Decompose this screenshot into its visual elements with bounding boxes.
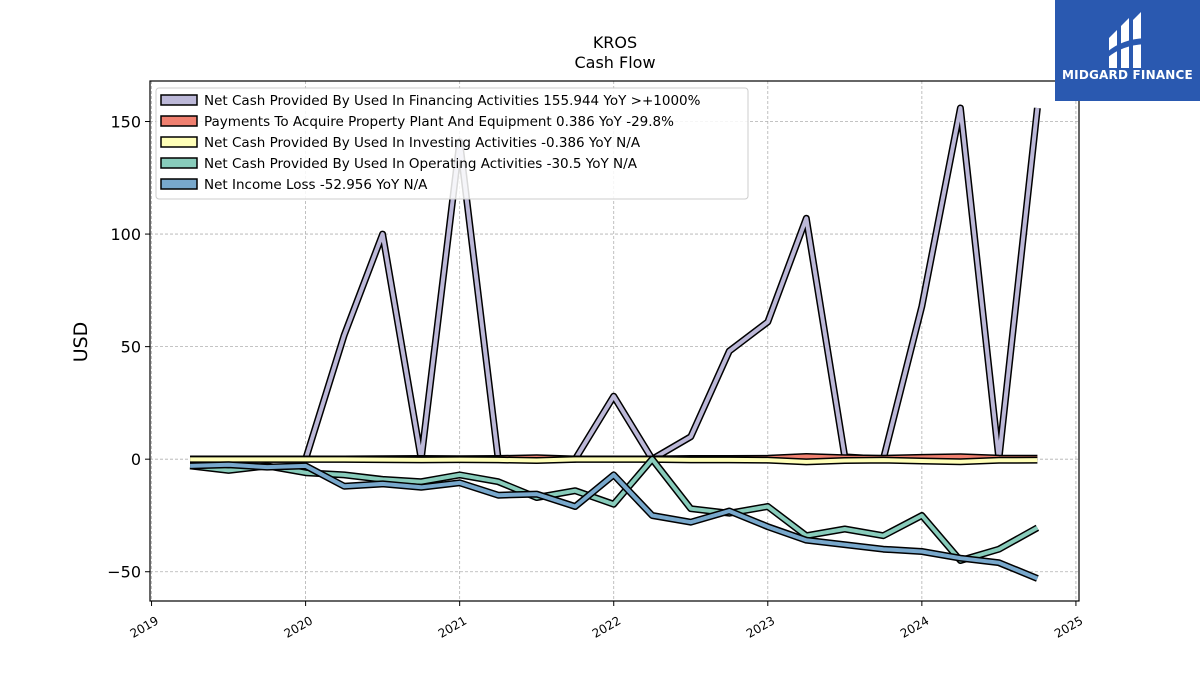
series-line-4 (190, 462, 1039, 581)
legend-label: Net Cash Provided By Used In Operating A… (204, 156, 638, 172)
series-line-3 (189, 457, 1039, 563)
legend-label: Payments To Acquire Property Plant And E… (204, 114, 674, 130)
x-tick-label: 2020 (282, 613, 315, 640)
y-tick-label: 150 (110, 113, 141, 132)
x-tick-label: 2021 (436, 613, 469, 640)
logo-mark-icon (1107, 12, 1149, 68)
legend-swatch (160, 94, 198, 106)
y-axis-label: USD (70, 322, 92, 363)
legend-label: Net Income Loss -52.956 YoY N/A (204, 177, 428, 193)
legend-swatch (160, 178, 198, 190)
x-axis: 2019 2020 2021 2022 2023 2024 2025 (128, 601, 1085, 641)
series-line-0 (190, 106, 1040, 462)
midgard-finance-logo: MIDGARD FINANCE (1055, 0, 1200, 101)
legend-label: Net Cash Provided By Used In Financing A… (204, 93, 701, 109)
legend-box (155, 87, 749, 200)
series-line-2 (190, 457, 1038, 464)
legend-swatch (160, 115, 198, 127)
legend-swatch (160, 136, 198, 148)
x-tick-label: 2025 (1052, 613, 1085, 640)
x-tick-label: 2023 (744, 613, 777, 640)
series-lines (189, 104, 1041, 582)
x-tick-label: 2022 (590, 613, 623, 640)
legend-label: Net Cash Provided By Used In Investing A… (204, 135, 641, 151)
y-tick-label: 100 (110, 225, 141, 244)
plot-frame (149, 80, 1080, 602)
legend: Net Cash Provided By Used In Financing A… (155, 87, 749, 200)
x-tick-label: 2019 (128, 613, 161, 640)
x-tick-label: 2024 (898, 613, 931, 640)
y-axis: −50 0 50 100 150 (107, 113, 150, 582)
y-tick-label: −50 (107, 563, 141, 582)
legend-swatch (160, 157, 198, 169)
y-tick-label: 0 (131, 450, 141, 469)
chart-title: KROS (593, 33, 637, 52)
y-tick-label: 50 (121, 338, 141, 357)
chart-subtitle: Cash Flow (574, 53, 655, 72)
logo-text: MIDGARD FINANCE (1062, 68, 1193, 82)
